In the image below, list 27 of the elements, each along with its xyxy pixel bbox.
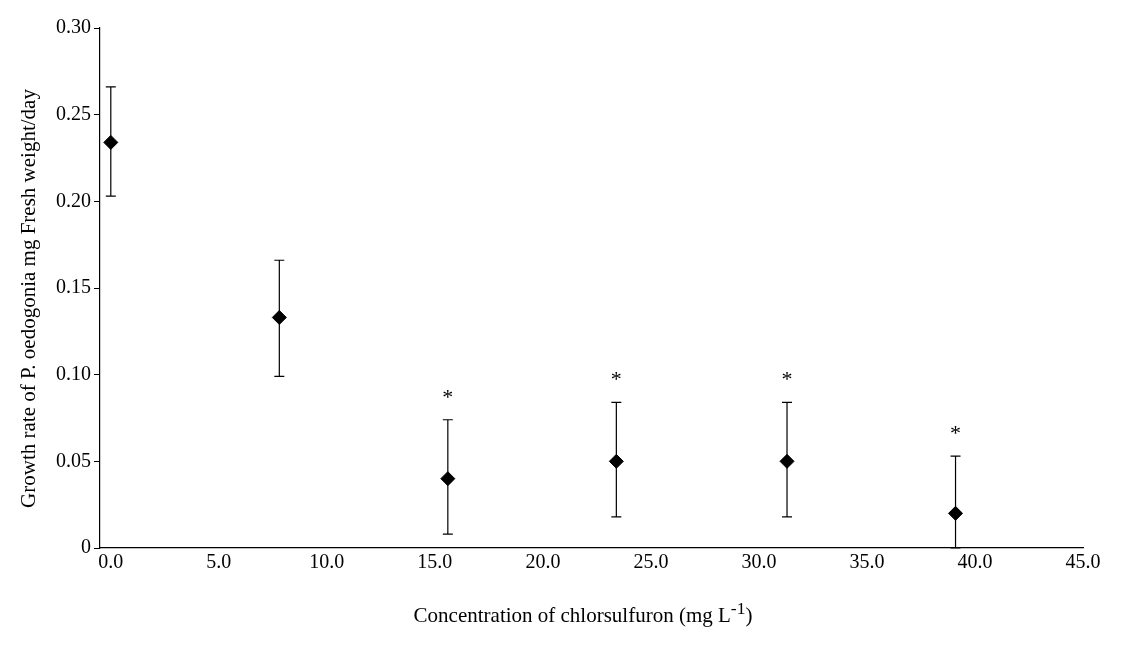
y-tick-label: 0 — [81, 535, 91, 558]
y-tick-label: 0.10 — [56, 361, 91, 384]
y-tick-label: 0.20 — [56, 188, 91, 211]
y-tick-label: 0.25 — [56, 101, 91, 124]
x-axis-title: Concentration of chlorsulfuron (mg L$^{-1}$) — [412, 598, 754, 628]
y-tick-label: 0.15 — [56, 275, 91, 298]
y-axis-title: Growth rate of P. oedogonia mg Fresh weight/day — [15, 88, 41, 508]
point — [948, 505, 964, 521]
annotation: * — [442, 383, 454, 409]
point — [440, 471, 456, 487]
x-tick-label: 0.0 — [98, 550, 124, 573]
x-tick-label: 35.0 — [849, 550, 885, 573]
annotation: * — [610, 366, 622, 392]
point — [271, 309, 287, 325]
x-tick-label: 5.0 — [206, 550, 232, 573]
x-tick-label: 25.0 — [633, 550, 669, 573]
y-tick-label: 0.05 — [56, 448, 91, 471]
point — [103, 134, 119, 150]
annotation: * — [950, 419, 962, 445]
x-tick-label: 10.0 — [309, 550, 345, 573]
x-tick-label: 45.0 — [1065, 550, 1101, 573]
x-tick-label: 15.0 — [417, 550, 453, 573]
x-tick-label: 40.0 — [957, 550, 993, 573]
x-tick-label: 30.0 — [741, 550, 777, 573]
y-tick-label: 0.30 — [56, 15, 91, 38]
x-tick-label: 20.0 — [525, 550, 561, 573]
annotation: * — [781, 366, 793, 392]
